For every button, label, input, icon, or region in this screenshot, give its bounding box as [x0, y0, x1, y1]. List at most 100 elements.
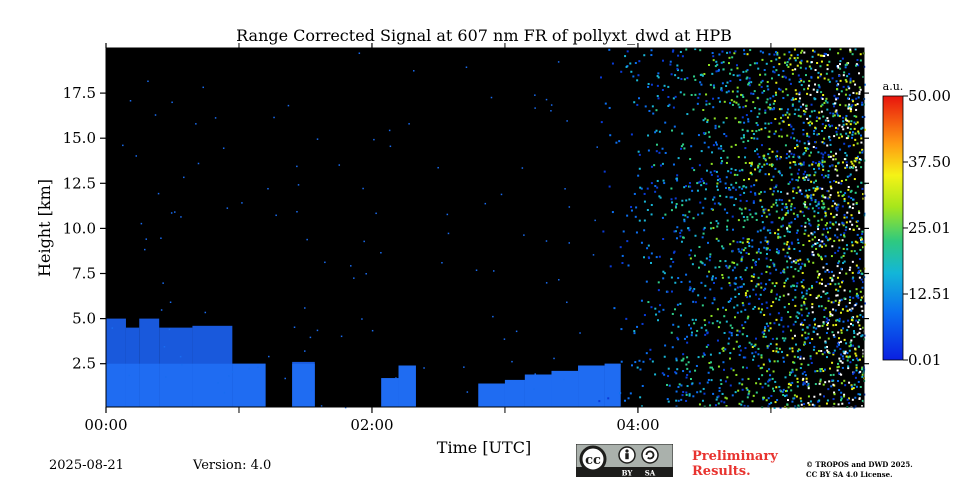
noise-pixel [814, 199, 817, 202]
noise-pixel [861, 103, 864, 106]
noise-pixel [761, 58, 764, 61]
noise-pixel [804, 342, 807, 345]
noise-pixel [850, 318, 853, 321]
noise-pixel [841, 281, 844, 284]
noise-pixel [764, 326, 767, 329]
noise-pixel [792, 197, 795, 200]
noise-pixel [814, 189, 817, 192]
noise-pixel [713, 297, 716, 300]
noise-pixel [661, 372, 664, 375]
noise-pixel [731, 261, 734, 264]
y-tick-label: 5.0 [72, 310, 96, 328]
noise-pixel [698, 93, 701, 96]
noise-pixel [736, 90, 739, 93]
noise-pixel [768, 147, 771, 150]
noise-pixel [822, 207, 825, 210]
noise-pixel [797, 74, 800, 77]
noise-pixel [805, 289, 808, 292]
by-icon-head [625, 449, 629, 453]
noise-pixel [744, 161, 747, 164]
noise-pixel [790, 152, 793, 155]
noise-pixel [761, 79, 764, 82]
noise-pixel [814, 83, 817, 86]
cc-license-badge[interactable]: cc BY SA [576, 444, 673, 477]
noise-pixel [858, 319, 861, 322]
y-tick-label: 15.0 [63, 129, 96, 147]
noise-pixel [663, 182, 666, 185]
noise-pixel [831, 361, 834, 364]
noise-pixel [763, 190, 766, 193]
noise-pixel [677, 325, 680, 328]
noise-pixel [729, 243, 732, 246]
noise-pixel [775, 69, 778, 72]
noise-pixel [545, 240, 548, 242]
noise-pixel [763, 90, 766, 93]
noise-pixel [805, 292, 808, 295]
noise-pixel [837, 362, 840, 365]
noise-pixel [739, 193, 742, 196]
noise-pixel [853, 178, 856, 181]
noise-pixel [774, 401, 777, 404]
noise-pixel [730, 145, 733, 148]
noise-pixel [806, 147, 809, 150]
noise-pixel [863, 243, 866, 246]
noise-pixel [781, 217, 784, 220]
noise-pixel [738, 330, 741, 333]
noise-pixel [643, 256, 646, 259]
boundary-layer [106, 363, 126, 407]
noise-pixel [676, 226, 679, 229]
noise-pixel [697, 181, 700, 184]
noise-pixel [856, 185, 859, 188]
noise-pixel [848, 355, 851, 358]
noise-pixel [727, 266, 730, 269]
noise-pixel [790, 98, 793, 101]
noise-pixel [849, 173, 852, 176]
noise-pixel [708, 270, 711, 273]
noise-pixel [860, 158, 863, 161]
noise-pixel [800, 192, 803, 195]
noise-pixel [389, 145, 392, 148]
noise-pixel [797, 348, 800, 351]
noise-pixel [748, 295, 751, 298]
noise-pixel [781, 390, 784, 393]
noise-pixel [833, 335, 836, 338]
noise-pixel [768, 130, 771, 133]
noise-pixel [793, 397, 796, 400]
noise-pixel [823, 351, 826, 354]
noise-pixel [731, 269, 734, 272]
noise-pixel [766, 370, 769, 373]
copyright-note: © TROPOS and DWD 2025. CC BY SA 4.0 Lice… [806, 460, 913, 480]
noise-pixel [711, 322, 714, 325]
noise-pixel [817, 228, 820, 231]
noise-pixel [636, 366, 639, 369]
noise-pixel [804, 374, 807, 377]
noise-pixel [789, 257, 792, 260]
noise-pixel [806, 134, 809, 137]
noise-pixel [810, 76, 813, 79]
noise-pixel [855, 169, 858, 172]
noise-pixel [568, 206, 571, 208]
noise-pixel [761, 165, 764, 168]
noise-pixel [650, 182, 653, 185]
noise-pixel [748, 208, 751, 211]
noise-pixel [748, 80, 751, 83]
noise-pixel [810, 199, 813, 202]
noise-pixel [847, 325, 850, 328]
noise-pixel [853, 332, 856, 335]
noise-pixel [671, 50, 674, 53]
noise-pixel [856, 103, 859, 106]
noise-pixel [763, 329, 766, 332]
noise-pixel [611, 211, 614, 214]
noise-pixel [848, 381, 851, 384]
noise-pixel [754, 107, 757, 110]
noise-pixel [800, 51, 803, 54]
noise-pixel [768, 278, 771, 281]
noise-pixel [746, 335, 749, 338]
noise-pixel [629, 62, 632, 65]
noise-pixel [566, 301, 568, 304]
noise-pixel [861, 233, 864, 236]
noise-pixel [700, 150, 703, 153]
noise-pixel [840, 397, 843, 400]
noise-pixel [802, 177, 805, 180]
noise-pixel [829, 112, 832, 115]
